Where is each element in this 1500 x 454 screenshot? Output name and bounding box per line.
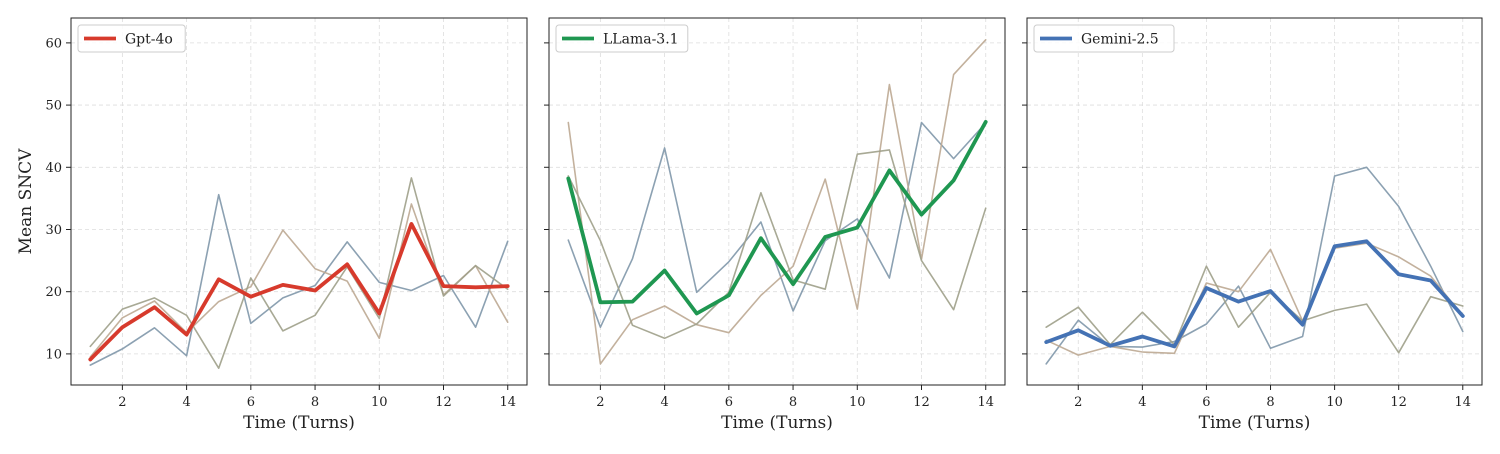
series-line-3: [89, 177, 509, 370]
x-tick-label: 2: [118, 395, 126, 410]
series-line-1: [89, 193, 509, 366]
x-tick-label: 6: [725, 395, 733, 410]
x-tick-label: 14: [499, 395, 516, 410]
series-line-mean: [88, 221, 510, 362]
legend-label: Gpt-4o: [125, 32, 173, 48]
x-tick-label: 6: [247, 395, 255, 410]
x-tick-label: 10: [849, 395, 866, 410]
chart-panel-3: 2 4 6 8 10 12 14 Time (Turns) Gemini-2.5: [1022, 17, 1483, 433]
x-tick-label: 12: [913, 395, 930, 410]
x-tick-label: 10: [371, 395, 388, 410]
x-axis-title: Time (Turns): [721, 413, 833, 433]
series-line-1: [567, 121, 987, 329]
x-tick-label: 12: [1390, 395, 1407, 410]
legend-box: [555, 24, 689, 53]
y-tick-label: 40: [45, 161, 62, 176]
y-tick-label: 20: [45, 285, 62, 300]
legend-label: LLama-3.1: [603, 32, 679, 48]
x-tick-label: 14: [977, 395, 994, 410]
series-line-1: [1045, 166, 1464, 365]
legend-label: Gemini-2.5: [1081, 32, 1159, 48]
y-axis-title: Mean SNCV: [16, 148, 36, 254]
chart-panel-2: 2 4 6 8 10 12 14 Time (Turns) LLama-3.1: [544, 17, 1006, 433]
x-tick-label: 6: [1202, 395, 1210, 410]
x-tick-label: 2: [1074, 395, 1082, 410]
x-tick-label: 2: [596, 395, 604, 410]
y-tick-label: 10: [45, 347, 62, 362]
x-tick-label: 4: [1138, 395, 1146, 410]
y-tick-label: 30: [45, 223, 62, 238]
x-tick-label: 10: [1326, 395, 1343, 410]
legend-box: [1033, 24, 1175, 53]
series-line-2: [1045, 242, 1464, 356]
series-line-2: [567, 38, 987, 365]
x-axis-title: Time (Turns): [1199, 413, 1311, 433]
axes-frame: [1026, 17, 1483, 386]
x-tick-label: 8: [789, 395, 797, 410]
series-line-2: [89, 203, 509, 358]
x-tick-label: 14: [1455, 395, 1472, 410]
series-line-3: [1045, 265, 1464, 354]
series-line-mean: [566, 120, 988, 316]
y-tick-label: 60: [45, 36, 62, 51]
x-tick-label: 4: [660, 395, 668, 410]
axes-frame: [548, 17, 1006, 386]
series-line-3: [567, 149, 987, 340]
x-tick-label: 12: [435, 395, 452, 410]
x-tick-label: 4: [182, 395, 190, 410]
x-tick-label: 8: [311, 395, 319, 410]
x-axis-title: Time (Turns): [243, 413, 355, 433]
y-tick-label: 50: [45, 99, 62, 114]
x-tick-label: 8: [1266, 395, 1274, 410]
axes-frame: [70, 17, 528, 386]
legend-box: [77, 24, 186, 53]
series-line-mean: [1044, 239, 1465, 349]
chart-panel-1: 2 4 6 8 10 12 14 10 20 30 40 50 60 Time (Turns) Mean S…: [16, 17, 528, 433]
